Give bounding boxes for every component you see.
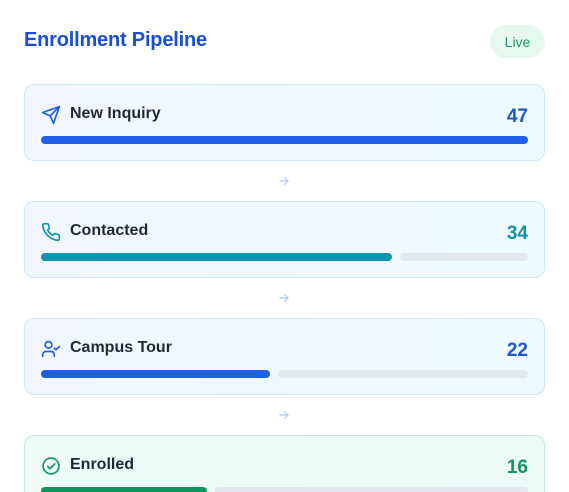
stage-card-new-inquiry[interactable]: New Inquiry 47 bbox=[24, 84, 545, 161]
stage-count: 16 bbox=[506, 457, 528, 478]
progress-track bbox=[400, 253, 528, 261]
page-title: Enrollment Pipeline bbox=[24, 29, 207, 51]
progress-fill bbox=[41, 370, 270, 378]
live-badge: Live bbox=[490, 25, 545, 58]
send-icon bbox=[41, 105, 61, 125]
stage-card-enrolled[interactable]: Enrolled 16 bbox=[24, 435, 545, 492]
phone-icon bbox=[41, 222, 61, 242]
progress-bar bbox=[41, 253, 528, 261]
check-circle-icon bbox=[41, 456, 61, 476]
user-check-icon bbox=[41, 339, 61, 359]
stage-card-campus-tour[interactable]: Campus Tour 22 bbox=[24, 318, 545, 395]
stage-count: 22 bbox=[506, 340, 528, 361]
progress-track bbox=[215, 487, 528, 492]
stage-card-contacted[interactable]: Contacted 34 bbox=[24, 201, 545, 278]
stage-label: Campus Tour bbox=[70, 339, 172, 356]
stage-count: 47 bbox=[506, 106, 528, 127]
arrow-right-icon bbox=[277, 174, 291, 188]
stage-label: Contacted bbox=[70, 222, 149, 239]
stage-count: 34 bbox=[506, 223, 528, 244]
progress-fill bbox=[41, 487, 207, 492]
progress-bar bbox=[41, 136, 528, 144]
progress-fill bbox=[41, 253, 392, 261]
stage-label: Enrolled bbox=[70, 456, 135, 473]
stage-label: New Inquiry bbox=[70, 105, 161, 122]
arrow-right-icon bbox=[277, 408, 291, 422]
progress-bar bbox=[41, 370, 528, 378]
arrow-right-icon bbox=[277, 291, 291, 305]
progress-fill bbox=[41, 136, 528, 144]
progress-bar bbox=[41, 487, 528, 492]
progress-track bbox=[278, 370, 528, 378]
